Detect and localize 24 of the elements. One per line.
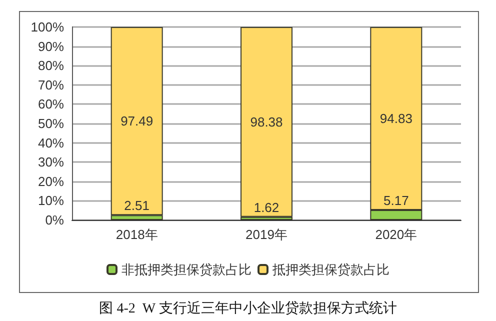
- y-tick-label: 60%: [38, 96, 64, 112]
- y-tick-label: 90%: [38, 38, 64, 54]
- y-tick-label: 30%: [38, 154, 64, 170]
- caption: 图 4-2 W 支行近三年中小企业贷款担保方式统计: [99, 300, 397, 316]
- y-tick-label: 20%: [38, 174, 64, 189]
- y-tick-label: 0%: [45, 212, 64, 228]
- legend-label: 抵押类担保贷款占比: [272, 262, 390, 277]
- data-label: 97.49: [120, 114, 154, 129]
- x-tick-label: 2020年: [375, 227, 418, 242]
- y-tick-label: 80%: [38, 58, 64, 74]
- y-tick-label: 70%: [38, 77, 64, 92]
- data-label: 98.38: [250, 114, 283, 130]
- y-tick-label: 10%: [38, 193, 64, 208]
- data-label: 1.62: [254, 200, 280, 215]
- y-tick-label: 50%: [38, 116, 64, 131]
- y-tick-label: 100%: [30, 20, 64, 34]
- x-tick-label: 2018年: [116, 227, 158, 242]
- bar: [240, 27, 292, 217]
- x-tick-label: 2019年: [246, 227, 288, 242]
- data-label: 2.51: [124, 198, 150, 214]
- y-tick-label: 40%: [38, 135, 64, 150]
- legend-label: 非抵押类担保贷款占比: [122, 262, 252, 277]
- data-label: 5.17: [384, 193, 409, 208]
- data-label: 94.83: [380, 111, 412, 126]
